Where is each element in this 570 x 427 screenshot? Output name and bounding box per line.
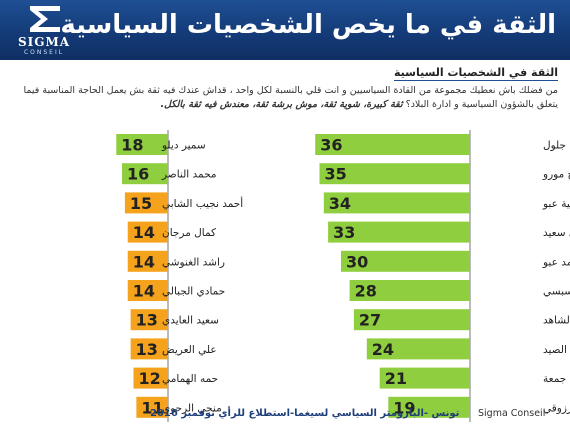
right-category-label-10: المنصف المرزوقي bbox=[543, 402, 570, 414]
brand-note: Sigma Conseil bbox=[478, 408, 546, 419]
right-bar-6 bbox=[349, 280, 470, 301]
left-category-label-6: حمادي الجبالي bbox=[162, 286, 225, 298]
right-value-5: 30 bbox=[346, 252, 368, 271]
left-bar-8 bbox=[130, 338, 168, 360]
right-category-label-9: مهدي جمعة bbox=[543, 373, 570, 385]
sigma-icon bbox=[30, 6, 60, 32]
right-value-2: 35 bbox=[325, 165, 347, 184]
left-category-label-9: حمه الهمامي bbox=[162, 373, 218, 385]
left-bar-4 bbox=[127, 221, 168, 243]
right-value-7: 27 bbox=[359, 311, 381, 330]
left-bar-3 bbox=[124, 192, 168, 214]
right-bar-1 bbox=[315, 134, 470, 155]
right-category-label-1: ناجي جلول bbox=[543, 140, 570, 152]
left-bar-10 bbox=[136, 396, 168, 418]
right-bar-8 bbox=[366, 338, 470, 360]
left-value-6: 14 bbox=[133, 282, 155, 301]
right-bar-10 bbox=[388, 396, 470, 418]
left-category-label-2: محمد الناصر bbox=[161, 169, 217, 181]
left-category-label-1: سمير ديلو bbox=[161, 140, 206, 152]
left-value-5: 14 bbox=[133, 252, 155, 271]
logo-name: SIGMA bbox=[17, 35, 71, 49]
question-text: من فضلك باش نعطيك مجموعة من القادة السيا… bbox=[23, 85, 558, 110]
left-category-label-3: أحمد نجيب الشابي bbox=[162, 196, 243, 210]
answer-options: ثقة كبيرة، شوية ثقة، موش برشة ثقة، معندش… bbox=[160, 99, 403, 110]
left-category-label-8: علي العريض bbox=[162, 344, 217, 356]
right-value-1: 36 bbox=[320, 136, 342, 155]
chart-subtitle: الثقة في الشخصيات السياسية bbox=[393, 66, 558, 81]
left-value-4: 14 bbox=[133, 223, 155, 242]
right-category-label-3: سامية عبو bbox=[542, 198, 570, 210]
right-bar-3 bbox=[323, 192, 470, 214]
left-bar-5 bbox=[127, 250, 168, 272]
right-category-label-8: الحبيب الصيد bbox=[543, 344, 570, 356]
left-value-2: 16 bbox=[127, 165, 149, 184]
right-value-8: 24 bbox=[372, 340, 394, 359]
left-value-1: 18 bbox=[121, 136, 143, 155]
right-category-label-7: يوسف الشاهد bbox=[543, 315, 570, 327]
left-value-8: 13 bbox=[136, 340, 158, 359]
right-value-4: 33 bbox=[333, 223, 355, 242]
sigma-logo: SIGMA CONSEIL bbox=[4, 4, 84, 58]
right-value-6: 28 bbox=[355, 282, 377, 301]
right-category-label-5: محمد عبو bbox=[542, 256, 570, 268]
left-value-7: 13 bbox=[136, 311, 158, 330]
right-category-label-2: عبدالفتاح مورو bbox=[542, 169, 570, 181]
right-bar-7 bbox=[353, 309, 470, 331]
survey-question: من فضلك باش نعطيك مجموعة من القادة السيا… bbox=[12, 84, 558, 112]
logo-subtitle: CONSEIL bbox=[23, 49, 65, 56]
right-value-10: 19 bbox=[393, 398, 415, 417]
page-title: الثقة في ما يخص الشخصيات السياسية bbox=[60, 10, 556, 40]
right-bar-5 bbox=[341, 250, 470, 272]
left-value-9: 12 bbox=[139, 369, 161, 388]
left-bar-6 bbox=[127, 280, 168, 301]
left-category-label-7: سعيد العايدي bbox=[162, 315, 219, 327]
right-bar-9 bbox=[379, 367, 470, 389]
left-category-label-4: كمال مرجان bbox=[162, 227, 216, 239]
left-bar-2 bbox=[122, 163, 168, 185]
right-value-9: 21 bbox=[385, 369, 407, 388]
right-bar-2 bbox=[319, 163, 470, 185]
header-banner: SIGMA CONSEIL الثقة في ما يخص الشخصيات ا… bbox=[0, 0, 570, 60]
left-bar-9 bbox=[133, 367, 168, 389]
left-category-label-10: منجي الرحوي bbox=[162, 402, 222, 414]
right-value-3: 34 bbox=[329, 194, 351, 213]
right-category-label-6: الباجي قائد السبسي bbox=[543, 286, 570, 298]
left-category-label-5: راشد الغنوشي bbox=[162, 256, 225, 268]
right-category-label-4: الصافي سعيد bbox=[543, 227, 570, 239]
left-value-3: 15 bbox=[130, 194, 152, 213]
right-bar-4 bbox=[328, 221, 470, 243]
source-note: تونس -البارومتر السياسي لسيغما-استطلاع ل… bbox=[150, 408, 460, 419]
left-bar-7 bbox=[130, 309, 168, 331]
left-value-10: 11 bbox=[141, 398, 163, 417]
left-bar-1 bbox=[116, 134, 168, 155]
